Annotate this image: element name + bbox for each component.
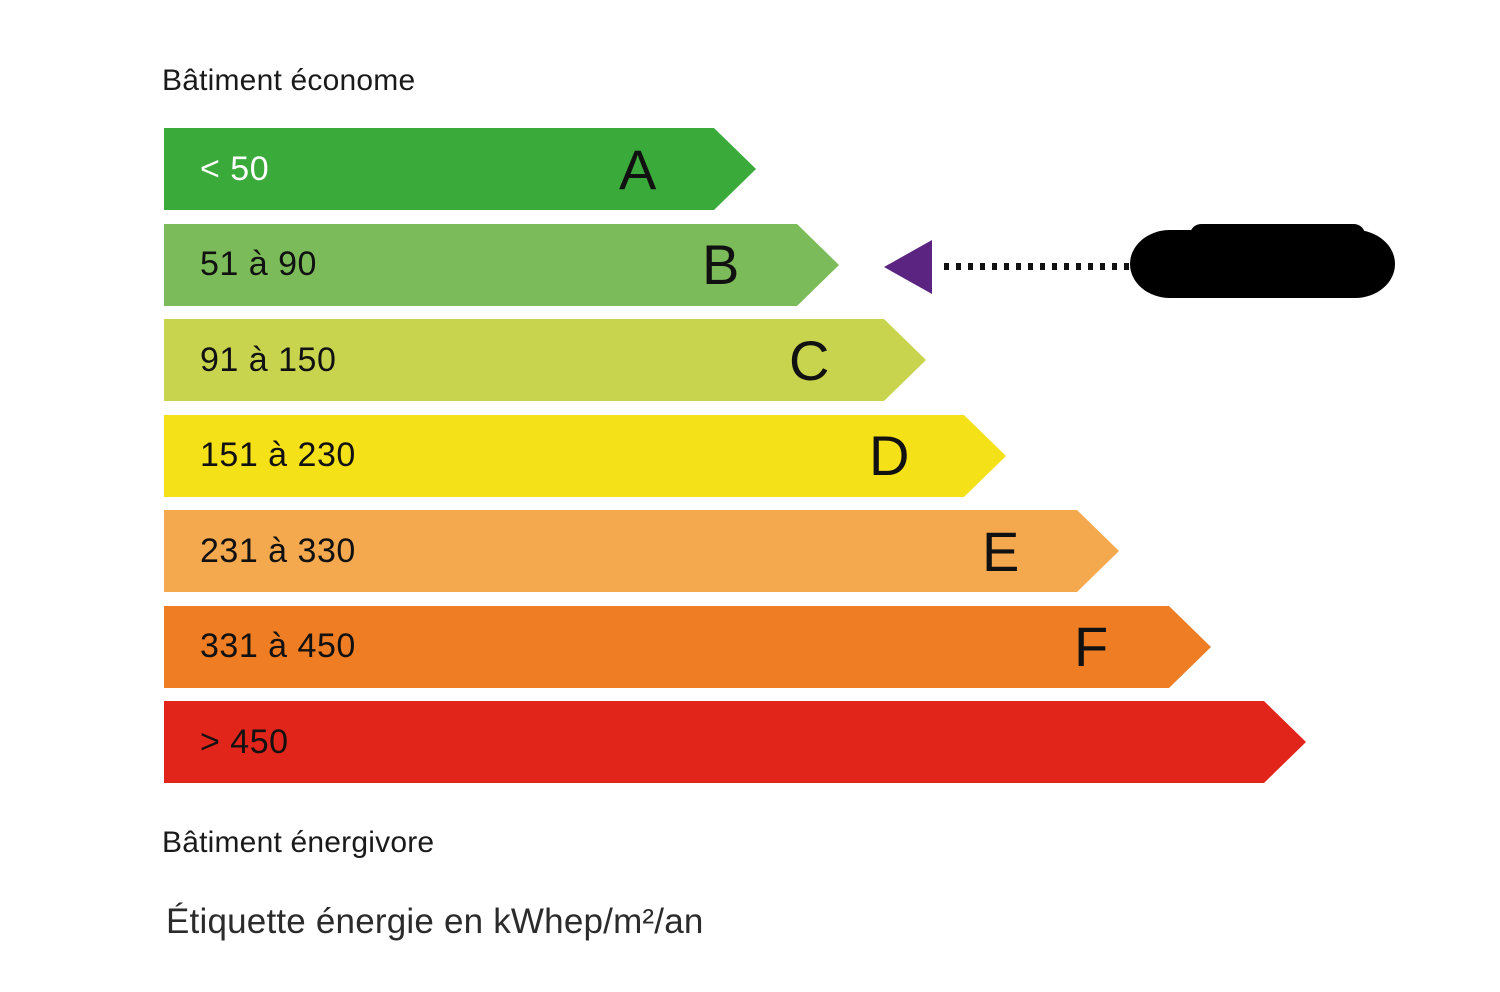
bar-arrow-shape xyxy=(164,223,839,306)
bar-arrow-shape xyxy=(164,128,756,210)
caption-energy-hungry-building: Bâtiment énergivore xyxy=(162,826,435,859)
energy-class-bar-a: < 50 A xyxy=(164,128,756,210)
energy-class-bar-b: 51 à 90 B xyxy=(164,223,839,306)
bar-arrow-shape xyxy=(164,701,1306,783)
energy-class-bar-f: 331 à 450 F xyxy=(164,605,1211,688)
energy-class-bar-c: 91 à 150 C xyxy=(164,319,926,401)
energy-class-bar-g: > 450 xyxy=(164,701,1306,783)
bar-arrow-shape xyxy=(164,510,1119,592)
caption-efficient-building: Bâtiment économe xyxy=(162,64,416,97)
bar-arrow-shape xyxy=(164,319,926,401)
bar-arrow-shape xyxy=(164,414,1006,497)
bar-arrow-shape xyxy=(164,605,1211,688)
energy-class-bar-d: 151 à 230 D xyxy=(164,414,1006,497)
caption-energy-label-unit: Étiquette énergie en kWhep/m²/an xyxy=(166,902,704,941)
energy-class-bar-e: 231 à 330 E xyxy=(164,510,1119,592)
